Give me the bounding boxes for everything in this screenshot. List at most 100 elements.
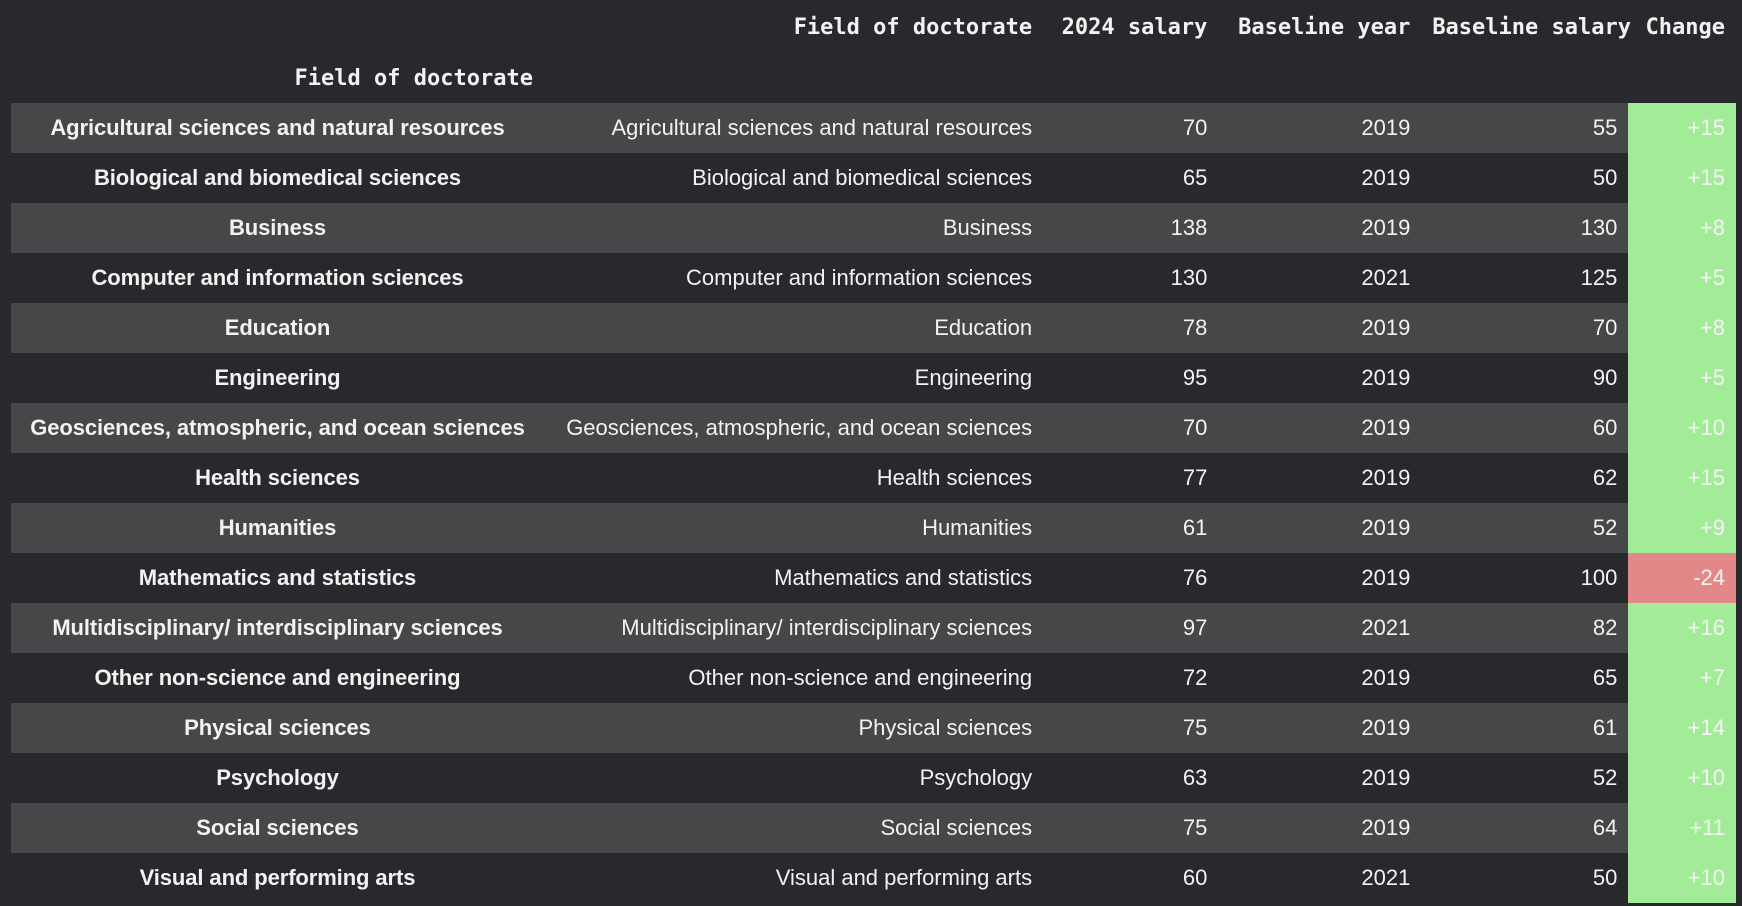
cell-2024-salary: 138 xyxy=(1043,203,1219,253)
cell-baseline-year: 2021 xyxy=(1218,253,1422,303)
cell-baseline-salary: 50 xyxy=(1421,853,1629,903)
cell-baseline-salary: 52 xyxy=(1421,753,1629,803)
cell-baseline-salary: 90 xyxy=(1421,353,1629,403)
cell-baseline-year: 2021 xyxy=(1218,603,1422,653)
cell-baseline-salary: 125 xyxy=(1421,253,1629,303)
cell-2024-salary: 77 xyxy=(1043,453,1219,503)
cell-2024-salary: 72 xyxy=(1043,653,1219,703)
table-row: Psychology Psychology 63 2019 52 +10 xyxy=(11,753,1736,803)
cell-change: +8 xyxy=(1628,303,1736,353)
cell-field: Mathematics and statistics xyxy=(543,553,1044,603)
cell-baseline-salary: 64 xyxy=(1421,803,1629,853)
cell-baseline-salary: 55 xyxy=(1421,103,1629,153)
cell-field: Social sciences xyxy=(543,803,1044,853)
cell-baseline-salary: 52 xyxy=(1421,503,1629,553)
column-header-field: Field of doctorate xyxy=(793,14,1033,40)
cell-change: +14 xyxy=(1628,703,1736,753)
cell-baseline-year: 2019 xyxy=(1218,153,1422,203)
table-row: Humanities Humanities 61 2019 52 +9 xyxy=(11,503,1736,553)
empty-header-cell xyxy=(1628,54,1736,103)
cell-field: Other non-science and engineering xyxy=(543,653,1044,703)
row-index-label: Mathematics and statistics xyxy=(11,553,544,603)
cell-field: Health sciences xyxy=(543,453,1044,503)
cell-baseline-salary: 62 xyxy=(1421,453,1629,503)
table-row: Multidisciplinary/ interdisciplinary sci… xyxy=(11,603,1736,653)
cell-field: Agricultural sciences and natural resour… xyxy=(543,103,1044,153)
cell-baseline-salary: 50 xyxy=(1421,153,1629,203)
cell-baseline-year: 2019 xyxy=(1218,203,1422,253)
cell-baseline-salary: 65 xyxy=(1421,653,1629,703)
row-index-label: Social sciences xyxy=(11,803,544,853)
row-index-label: Psychology xyxy=(11,753,544,803)
cell-field: Business xyxy=(543,203,1044,253)
cell-field: Education xyxy=(543,303,1044,353)
cell-baseline-salary: 130 xyxy=(1421,203,1629,253)
table-row: Agricultural sciences and natural resour… xyxy=(11,103,1736,153)
cell-2024-salary: 78 xyxy=(1043,303,1219,353)
cell-field: Multidisciplinary/ interdisciplinary sci… xyxy=(543,603,1044,653)
table-row: Mathematics and statistics Mathematics an… xyxy=(11,553,1736,603)
cell-baseline-salary: 61 xyxy=(1421,703,1629,753)
row-index-label: Visual and performing arts xyxy=(11,853,544,903)
cell-2024-salary: 95 xyxy=(1043,353,1219,403)
cell-change: -24 xyxy=(1628,553,1736,603)
empty-header-cell xyxy=(1043,54,1218,103)
table-row: Physical sciences Physical sciences 75 2019… xyxy=(11,703,1736,753)
row-index-label: Business xyxy=(11,203,544,253)
table-row: Biological and biomedical sciences Biolog… xyxy=(11,153,1736,203)
cell-2024-salary: 65 xyxy=(1043,153,1219,203)
cell-change: +10 xyxy=(1628,853,1736,903)
cell-change: +8 xyxy=(1628,203,1736,253)
cell-baseline-year: 2019 xyxy=(1218,503,1422,553)
cell-baseline-salary: 70 xyxy=(1421,303,1629,353)
cell-2024-salary: 63 xyxy=(1043,753,1219,803)
dataframe-table: Field of doctorate 2024 salary Baseline … xyxy=(11,0,1736,903)
cell-2024-salary: 75 xyxy=(1043,803,1219,853)
table-row: Education Education 78 2019 70 +8 xyxy=(11,303,1736,353)
empty-header-cell xyxy=(1421,54,1628,103)
cell-baseline-year: 2019 xyxy=(1218,553,1422,603)
table-header: Field of doctorate 2024 salary Baseline … xyxy=(11,0,1736,103)
cell-change: +9 xyxy=(1628,503,1736,553)
table-row: Computer and information sciences Compute… xyxy=(11,253,1736,303)
cell-field: Computer and information sciences xyxy=(543,253,1044,303)
cell-baseline-salary: 60 xyxy=(1421,403,1629,453)
cell-field: Geosciences, atmospheric, and ocean scie… xyxy=(543,403,1044,453)
cell-change: +7 xyxy=(1628,653,1736,703)
table-row: Business Business 138 2019 130 +8 xyxy=(11,203,1736,253)
table-row: Other non-science and engineering Other n… xyxy=(11,653,1736,703)
column-header-row: Field of doctorate 2024 salary Baseline … xyxy=(11,0,1736,54)
cell-field: Engineering xyxy=(543,353,1044,403)
column-header-baseline-year: Baseline year xyxy=(1238,14,1411,40)
cell-field: Psychology xyxy=(543,753,1044,803)
row-index-label: Education xyxy=(11,303,544,353)
cell-baseline-year: 2019 xyxy=(1218,353,1422,403)
row-index-label: Multidisciplinary/ interdisciplinary sci… xyxy=(11,603,544,653)
cell-field: Physical sciences xyxy=(543,703,1044,753)
cell-change: +11 xyxy=(1628,803,1736,853)
cell-baseline-year: 2019 xyxy=(1218,703,1422,753)
row-index-label: Other non-science and engineering xyxy=(11,653,544,703)
cell-2024-salary: 75 xyxy=(1043,703,1219,753)
blank-header xyxy=(11,0,544,54)
cell-change: +16 xyxy=(1628,603,1736,653)
cell-baseline-year: 2019 xyxy=(1218,103,1422,153)
cell-baseline-salary: 82 xyxy=(1421,603,1629,653)
cell-baseline-salary: 100 xyxy=(1421,553,1629,603)
cell-change: +5 xyxy=(1628,253,1736,303)
cell-change: +5 xyxy=(1628,353,1736,403)
row-index-label: Humanities xyxy=(11,503,544,553)
cell-2024-salary: 76 xyxy=(1043,553,1219,603)
cell-2024-salary: 70 xyxy=(1043,403,1219,453)
cell-change: +10 xyxy=(1628,403,1736,453)
table-row: Visual and performing arts Visual and per… xyxy=(11,853,1736,903)
cell-baseline-year: 2021 xyxy=(1218,853,1422,903)
row-index-label: Physical sciences xyxy=(11,703,544,753)
index-header-row: Field of doctorate xyxy=(11,54,1736,103)
cell-change: +10 xyxy=(1628,753,1736,803)
cell-field: Humanities xyxy=(543,503,1044,553)
empty-header-cell xyxy=(544,54,1043,103)
cell-baseline-year: 2019 xyxy=(1218,753,1422,803)
cell-change: +15 xyxy=(1628,153,1736,203)
